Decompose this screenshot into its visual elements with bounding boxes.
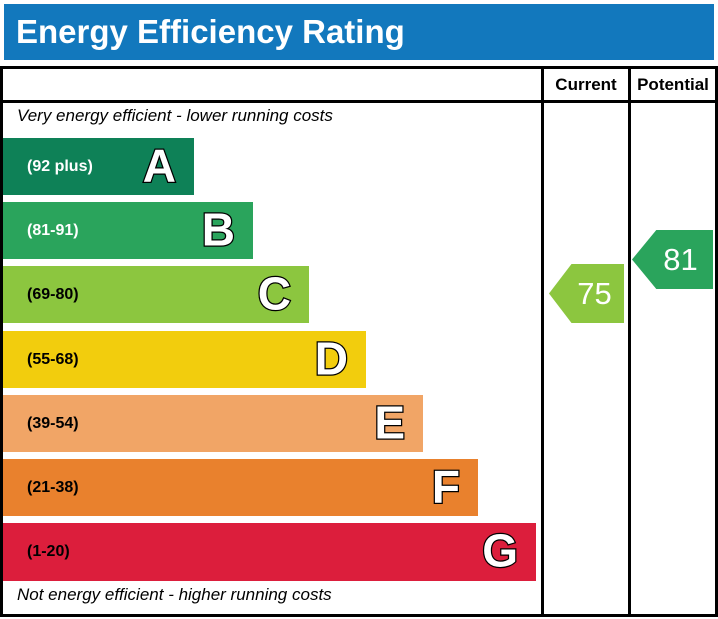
column-header-potential: Potential <box>637 74 709 94</box>
band-g-letter: G <box>481 524 519 577</box>
potential-rating-arrow: 81 <box>632 230 713 289</box>
band-e: (39-54) E <box>3 395 423 452</box>
band-f: (21-38) F <box>3 459 478 516</box>
band-a-letter: A <box>142 139 178 192</box>
page-title: Energy Efficiency Rating <box>16 13 405 50</box>
caption-very-efficient: Very energy efficient - lower running co… <box>17 106 333 125</box>
potential-rating-value: 81 <box>663 241 698 277</box>
band-e-range-label: (39-54) <box>27 414 79 432</box>
band-f-letter: F <box>431 460 462 513</box>
band-e-letter: E <box>373 396 406 449</box>
band-g: (1-20) G <box>3 523 536 581</box>
band-b-letter: B <box>201 203 237 256</box>
chart-title-bar: Energy Efficiency Rating <box>4 4 714 60</box>
rating-table-frame <box>0 66 718 617</box>
current-column-divider <box>541 66 544 617</box>
header-row-divider <box>0 100 718 103</box>
potential-column-divider <box>628 66 631 617</box>
band-d-letter: D <box>314 332 350 385</box>
column-header-current: Current <box>555 74 617 94</box>
band-d-range-label: (55-68) <box>27 350 79 368</box>
band-c-letter: C <box>257 267 293 320</box>
band-d: (55-68) D <box>3 331 366 388</box>
band-c-range-label: (69-80) <box>27 285 79 303</box>
band-f-range-label: (21-38) <box>27 478 79 496</box>
band-b: (81-91) B <box>3 202 253 259</box>
caption-not-efficient: Not energy efficient - higher running co… <box>17 585 332 604</box>
band-a-range-label: (92 plus) <box>27 157 93 175</box>
band-c: (69-80) C <box>3 266 309 323</box>
band-g-range-label: (1-20) <box>27 543 70 560</box>
current-rating-value: 75 <box>577 275 612 311</box>
band-b-range-label: (81-91) <box>27 221 79 239</box>
band-a: (92 plus) A <box>3 138 194 195</box>
